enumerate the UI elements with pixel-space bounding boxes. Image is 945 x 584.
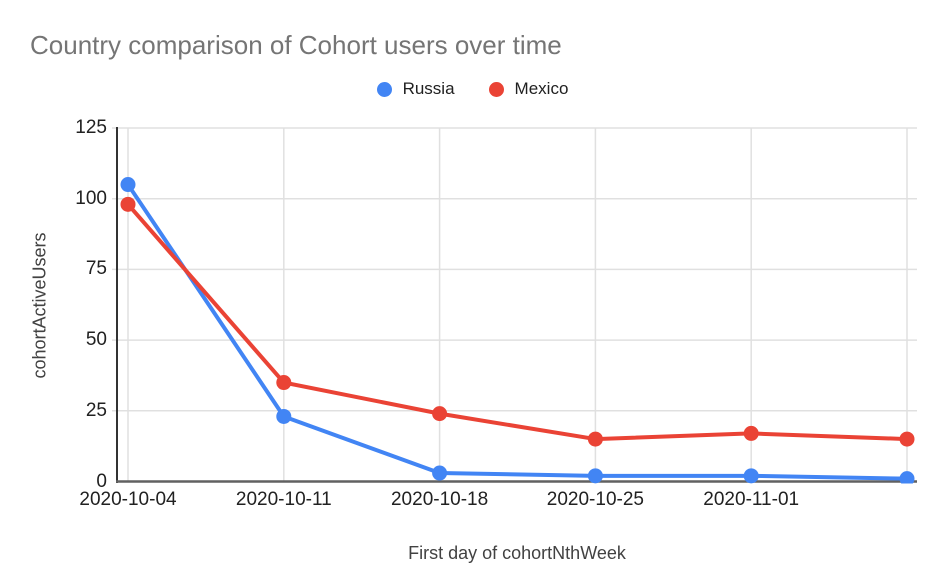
data-point-mexico[interactable] [432,406,448,422]
data-point-russia[interactable] [743,468,759,484]
x-axis-title: First day of cohortNthWeek [408,543,626,563]
x-tick-label: 2020-10-25 [546,489,644,510]
y-tick-label: 50 [85,329,107,351]
data-point-russia[interactable] [276,408,292,424]
legend-swatch-russia-icon [376,81,392,97]
legend-swatch-mexico-icon [488,81,504,97]
y-tick-label: 75 [85,258,107,280]
data-point-mexico[interactable] [120,196,136,212]
chart-title: Country comparison of Cohort users over … [30,30,562,60]
data-point-russia[interactable] [432,465,448,481]
y-axis-title: cohortActiveUsers [29,232,50,379]
legend: Russia Mexico [0,79,945,99]
data-point-russia[interactable] [899,471,915,486]
y-tick-label: 100 [75,187,107,209]
x-tick-label: 2020-10-04 [79,489,177,510]
series-russia [120,177,915,486]
data-point-russia[interactable] [587,468,603,484]
x-tick-label: 2020-10-11 [235,489,332,510]
y-tick-label: 125 [75,117,107,138]
series-mexico [120,196,915,447]
data-point-mexico[interactable] [276,375,292,391]
x-tick-label: 2020-10-18 [390,489,489,510]
legend-item-russia[interactable]: Russia [376,79,455,99]
legend-item-mexico[interactable]: Mexico [488,79,569,99]
legend-label-mexico: Mexico [514,79,569,98]
legend-label-russia: Russia [402,79,455,98]
y-tick-label: 0 [96,470,107,492]
y-tick-label: 25 [85,399,107,421]
series-line-mexico [126,202,909,442]
series-line-russia [126,182,909,481]
data-point-mexico[interactable] [743,425,759,441]
data-point-mexico[interactable] [899,431,915,447]
data-point-mexico[interactable] [587,431,603,447]
data-point-russia[interactable] [120,177,136,193]
x-tick-label: 2020-11-01 [703,489,800,510]
